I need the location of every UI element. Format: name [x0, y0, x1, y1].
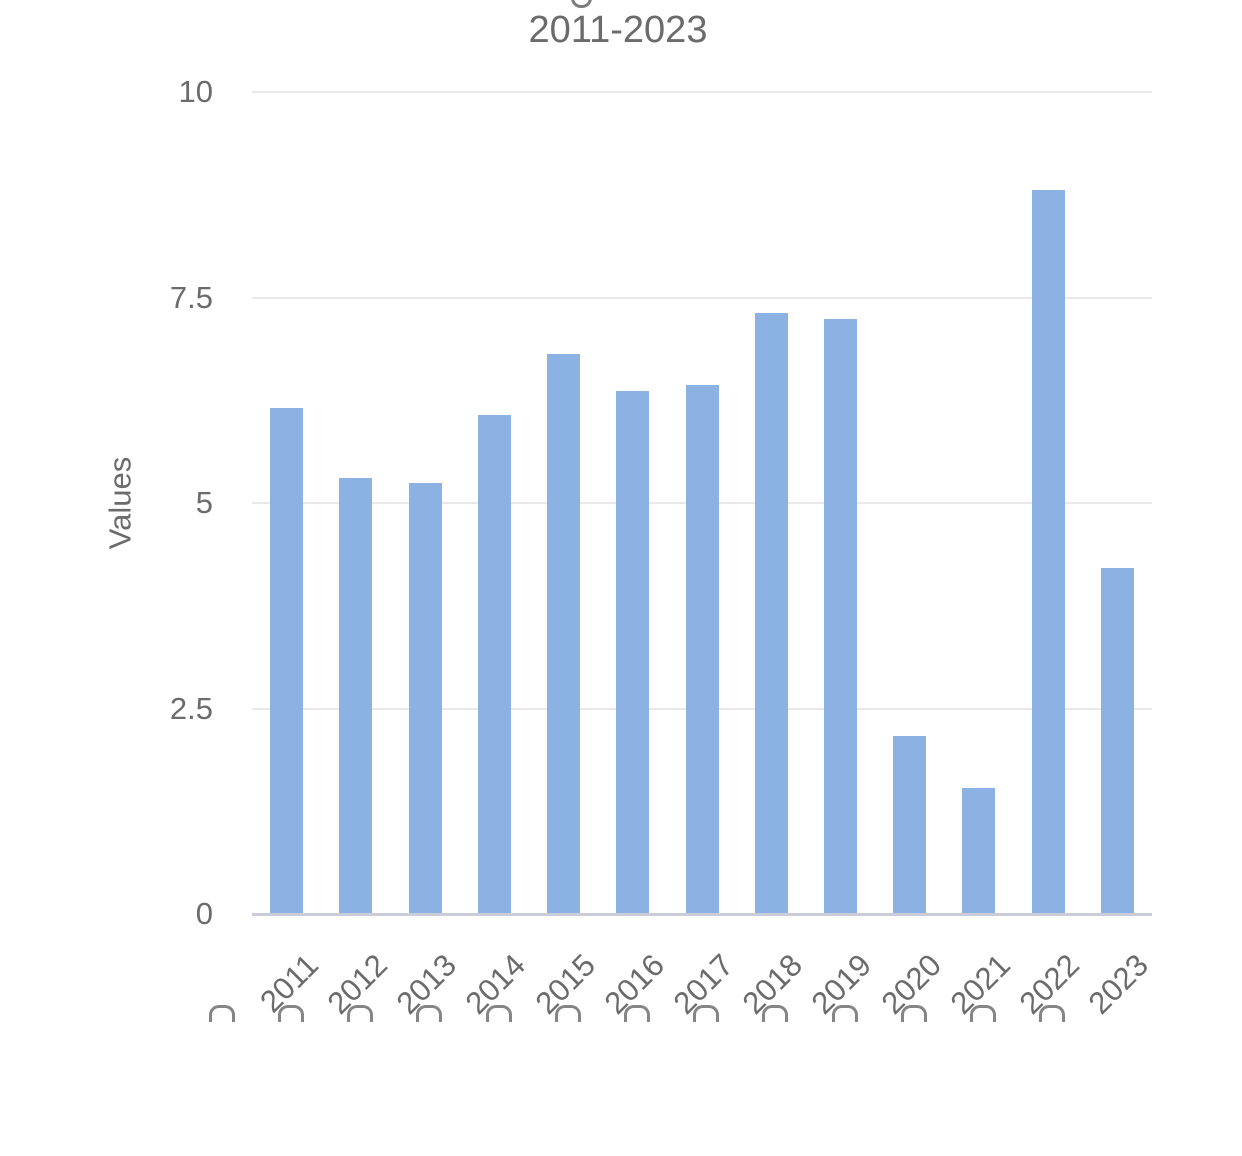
bar-2017 [685, 384, 719, 913]
bar-2014 [477, 415, 511, 913]
clipped-x-label-fragment [554, 1005, 581, 1022]
bar-2020 [893, 735, 927, 913]
clipped-x-label-fragment [416, 1005, 443, 1022]
bar-chart: 2011-2023 Values 0 2.5 5 7.5 10 2011 2012 2013 2… [102, 0, 1155, 1022]
clipped-x-label-fragment [1039, 1005, 1066, 1022]
bar-2018 [754, 313, 788, 913]
clipped-x-label-fragment [277, 1005, 304, 1022]
bar-2023 [1100, 567, 1134, 913]
y-tick-label: 10 [178, 74, 213, 109]
clipped-title-line-fragment [571, 0, 592, 8]
clipped-x-label-fragment [970, 1005, 997, 1022]
clipped-x-label-fragment [762, 1005, 789, 1022]
y-tick-label: 0 [195, 896, 213, 931]
bar-2015 [547, 354, 581, 913]
bar-2022 [1031, 189, 1065, 913]
y-tick-label: 7.5 [169, 279, 213, 315]
clipped-x-label-fragment [208, 1005, 235, 1022]
clipped-x-label-fragment [347, 1005, 374, 1022]
bar-2011 [270, 408, 304, 913]
y-tick-label: 2.5 [169, 690, 213, 726]
y-tick-label: 5 [195, 485, 213, 520]
clipped-x-label-fragment [900, 1005, 927, 1022]
bar-2019 [823, 318, 857, 913]
clipped-x-label-fragment [485, 1005, 512, 1022]
bar-2012 [339, 478, 373, 913]
clipped-x-label-fragment [624, 1005, 650, 1022]
chart-title: 2011-2023 [528, 9, 708, 51]
clipped-x-label-fragment [693, 1005, 720, 1022]
bar-2016 [616, 391, 650, 913]
gridline-y10 [252, 91, 1152, 93]
gridline-y7.5 [252, 296, 1152, 299]
bar-2013 [408, 483, 442, 913]
x-axis-line [252, 913, 1152, 916]
clipped-x-label-fragment [831, 1005, 858, 1022]
bar-2021 [962, 788, 996, 913]
